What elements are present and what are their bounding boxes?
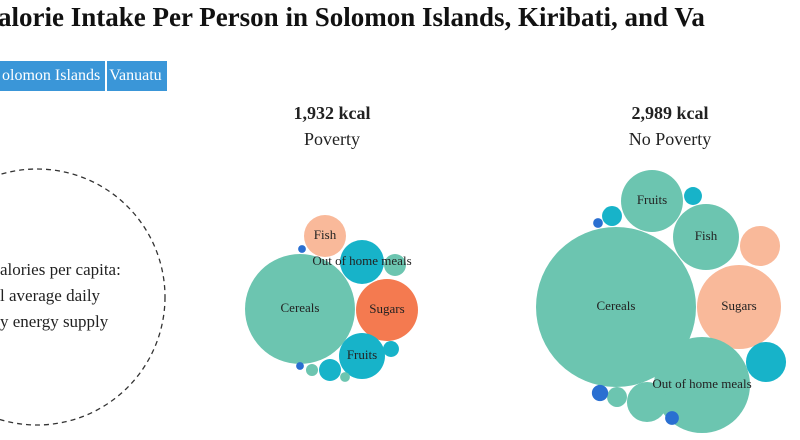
bubble xyxy=(340,372,350,382)
cluster-label: No Poverty xyxy=(629,129,712,149)
tab-bar: olomon Islands Vanuatu xyxy=(0,61,169,91)
bubble-label: Cereals xyxy=(597,298,636,313)
bubble xyxy=(319,359,341,381)
bubble xyxy=(602,206,622,226)
cluster-total: 2,989 kcal xyxy=(631,103,708,123)
legend-circle xyxy=(0,168,166,426)
bubble-label: Fruits xyxy=(347,347,377,362)
bubble-label: Sugars xyxy=(369,301,404,316)
bubble xyxy=(340,240,384,284)
bubble xyxy=(356,279,418,341)
bubble xyxy=(696,264,782,350)
bubble xyxy=(654,337,750,433)
legend-text: alories per capita: xyxy=(0,260,121,279)
bubble xyxy=(536,227,696,387)
bubble xyxy=(739,225,781,267)
bubble xyxy=(245,254,355,364)
tab[interactable]: olomon Islands xyxy=(0,61,106,91)
bubble xyxy=(621,170,683,232)
bubble-label: Fish xyxy=(314,227,337,242)
bubble xyxy=(673,204,739,270)
bubble-label: Fruits xyxy=(637,192,667,207)
bubble-label: Out of home meals xyxy=(312,253,411,268)
cluster-total: 1,932 kcal xyxy=(293,103,370,123)
legend-text: y energy supply xyxy=(0,312,109,331)
page-title: alorie Intake Per Person in Solomon Isla… xyxy=(0,2,705,32)
bubble xyxy=(607,387,627,407)
bubble-label: Cereals xyxy=(281,300,320,315)
bubble-label: Out of home meals xyxy=(652,376,751,391)
bubble xyxy=(745,341,787,383)
bubble-label: Sugars xyxy=(721,298,756,313)
bubble xyxy=(383,341,399,357)
bubble xyxy=(305,363,319,377)
bubble xyxy=(296,362,304,370)
bubble xyxy=(684,187,702,205)
bubble xyxy=(591,384,609,402)
tab[interactable]: Vanuatu xyxy=(107,61,167,91)
bubble xyxy=(298,245,306,253)
bubble xyxy=(593,218,603,228)
bubble xyxy=(626,381,668,423)
legend-text: l average daily xyxy=(0,286,101,305)
bubble xyxy=(304,215,346,257)
cluster-label: Poverty xyxy=(304,129,360,149)
bubble-label: Fish xyxy=(695,228,718,243)
bubble xyxy=(384,254,406,276)
bubble xyxy=(665,411,679,425)
bubble xyxy=(339,333,385,379)
